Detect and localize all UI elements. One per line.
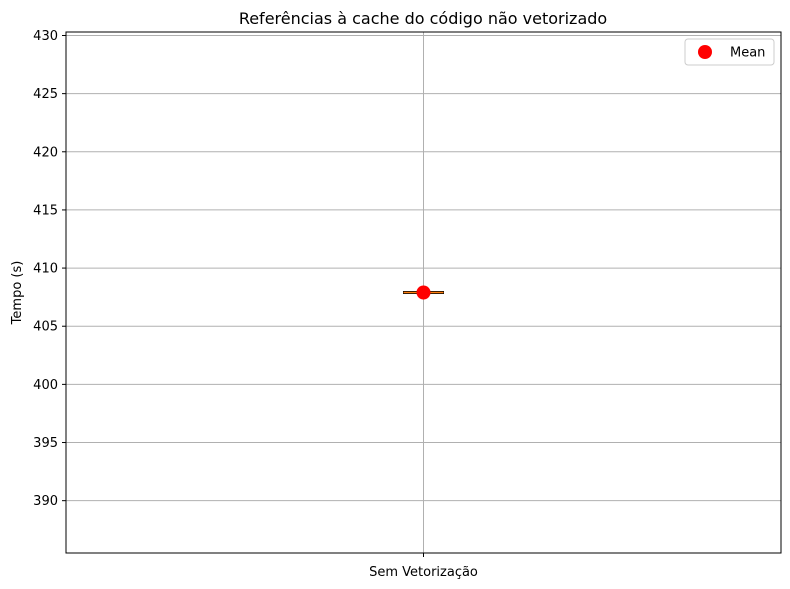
y-tick-label: 425 [33, 87, 58, 102]
y-tick-label: 395 [33, 436, 58, 451]
y-tick-label: 410 [33, 262, 58, 277]
y-axis-label: Tempo (s) [10, 261, 25, 326]
y-tick-label: 400 [33, 378, 58, 393]
legend: Mean [684, 38, 775, 66]
legend-mean-label: Mean [730, 46, 765, 61]
grid [66, 32, 781, 553]
x-axis: Sem Vetorização [369, 553, 478, 580]
x-tick-label: Sem Vetorização [369, 565, 478, 580]
y-tick-label: 390 [33, 494, 58, 509]
y-tick-label: 430 [33, 29, 58, 44]
chart-title: Referências à cache do código não vetori… [239, 9, 607, 28]
y-tick-label: 415 [33, 203, 58, 218]
legend-mean-marker [698, 45, 712, 59]
y-tick-label: 405 [33, 320, 58, 335]
mean-marker [416, 285, 431, 300]
plot-area [403, 285, 444, 300]
y-tick-label: 420 [33, 145, 58, 160]
y-axis: 390 395 400 405 410 415 420 425 430 [33, 29, 66, 509]
